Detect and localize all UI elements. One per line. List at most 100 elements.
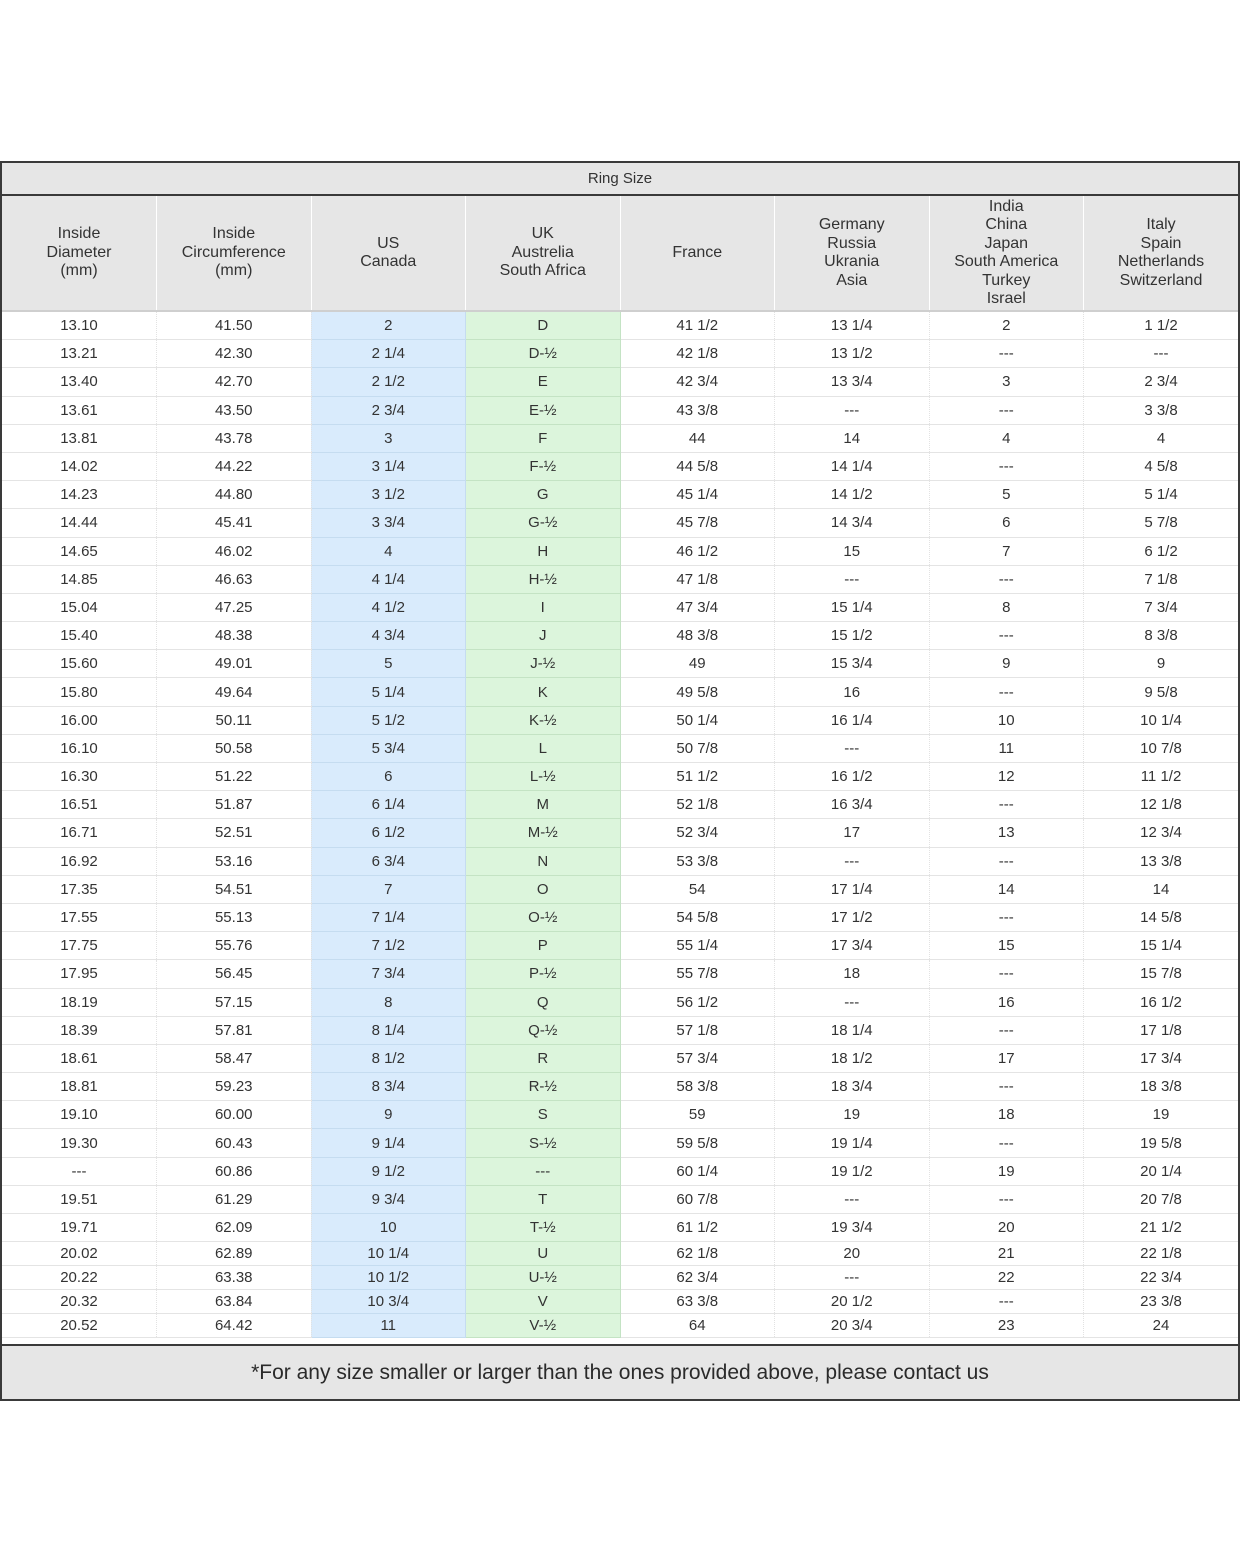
cell-us: 3 (311, 424, 466, 453)
cell-circumference: 55.13 (156, 903, 312, 933)
column-header-line: Germany (818, 216, 885, 233)
cell-us: 5 (311, 649, 466, 679)
cell-india: --- (929, 1128, 1084, 1158)
column-header-line: France (672, 243, 723, 261)
column-header-circumference: Inside Circumference (mm) (156, 196, 312, 312)
cell-us: 4 (311, 537, 466, 566)
column-header-line: South America (954, 253, 1059, 270)
cell-us: 2 1/4 (311, 339, 466, 369)
cell-germany: 16 1/4 (774, 706, 930, 735)
cell-india: 8 (929, 593, 1084, 623)
cell-germany: 19 (774, 1100, 930, 1130)
cell-india: --- (929, 1185, 1084, 1215)
cell-uk: T-½ (465, 1213, 621, 1243)
cell-diameter: 15.04 (2, 593, 157, 623)
cell-circumference: 60.00 (156, 1100, 312, 1130)
cell-india: 11 (929, 734, 1084, 764)
column-header-line: Turkey (982, 271, 1031, 289)
cell-france: 48 3/8 (620, 621, 775, 651)
table-row: 14.65 46.02 4 H 46 1/2 15 7 6 1/2 (2, 537, 1238, 566)
cell-france: 45 7/8 (620, 508, 775, 538)
cell-germany: 13 3/4 (774, 367, 930, 397)
column-header-line: Canada (360, 253, 417, 270)
cell-uk: M (465, 790, 621, 820)
cell-germany: --- (774, 847, 930, 876)
column-header-line: (mm) (60, 262, 98, 280)
cell-france: 64 (620, 1313, 775, 1339)
column-header-line: Inside (57, 225, 101, 243)
cell-france: 52 3/4 (620, 818, 775, 848)
table-row: 18.61 58.47 8 1/2 R 57 3/4 18 1/2 17 17 3/4 (2, 1044, 1238, 1074)
cell-circumference: 62.09 (156, 1213, 312, 1243)
cell-uk: H (465, 537, 621, 566)
cell-us: 4 1/4 (311, 565, 466, 594)
column-header-line: China (985, 216, 1028, 233)
cell-italy: 20 7/8 (1083, 1185, 1238, 1215)
cell-france: 46 1/2 (620, 537, 775, 566)
table-header-row: Inside Diameter (mm) Inside Circumference (mm… (2, 196, 1238, 312)
cell-france: 62 3/4 (620, 1265, 775, 1291)
cell-us: 9 3/4 (311, 1185, 466, 1215)
cell-uk: N (465, 847, 621, 876)
cell-france: 57 1/8 (620, 1016, 775, 1045)
cell-circumference: 63.84 (156, 1289, 312, 1315)
table-row: 13.81 43.78 3 F 44 14 4 4 (2, 424, 1238, 453)
cell-india: --- (929, 452, 1084, 482)
cell-india: 18 (929, 1100, 1084, 1130)
cell-france: 61 1/2 (620, 1213, 775, 1243)
cell-us: 7 1/2 (311, 931, 466, 961)
cell-circumference: 49.64 (156, 677, 312, 707)
table-row: 18.81 59.23 8 3/4 R-½ 58 3/8 18 3/4 --- 18 3/8 (2, 1072, 1238, 1102)
cell-france: 54 (620, 875, 775, 904)
cell-france: 44 (620, 424, 775, 453)
cell-italy: 5 1/4 (1083, 480, 1238, 510)
cell-uk: P (465, 931, 621, 961)
cell-circumference: 57.81 (156, 1016, 312, 1045)
cell-italy: 11 1/2 (1083, 762, 1238, 792)
column-header-line: Inside (212, 225, 256, 243)
cell-uk: R-½ (465, 1072, 621, 1102)
cell-germany: 15 (774, 537, 930, 566)
column-header-line: US (377, 234, 400, 252)
cell-italy: 3 3/8 (1083, 396, 1238, 425)
cell-france: 50 7/8 (620, 734, 775, 764)
cell-circumference: 41.50 (156, 311, 312, 341)
table-row: 13.40 42.70 2 1/2 E 42 3/4 13 3/4 3 2 3/4 (2, 367, 1238, 397)
cell-italy: 7 1/8 (1083, 565, 1238, 594)
cell-uk: R (465, 1044, 621, 1074)
cell-india: 12 (929, 762, 1084, 792)
cell-us: 2 3/4 (311, 396, 466, 425)
cell-france: 55 1/4 (620, 931, 775, 961)
cell-italy: 4 5/8 (1083, 452, 1238, 482)
cell-diameter: 17.75 (2, 931, 157, 961)
cell-india: --- (929, 1289, 1084, 1315)
cell-germany: --- (774, 988, 930, 1017)
cell-germany: 15 3/4 (774, 649, 930, 679)
cell-uk: T (465, 1185, 621, 1215)
column-header-line: Diameter (46, 243, 112, 261)
cell-germany: --- (774, 734, 930, 764)
table-row: 19.10 60.00 9 S 59 19 18 19 (2, 1100, 1238, 1130)
cell-india: 20 (929, 1213, 1084, 1243)
cell-germany: 16 (774, 677, 930, 707)
cell-circumference: 63.38 (156, 1265, 312, 1291)
cell-circumference: 44.22 (156, 452, 312, 482)
cell-circumference: 48.38 (156, 621, 312, 651)
cell-italy: 14 (1083, 875, 1238, 904)
cell-india: 19 (929, 1157, 1084, 1186)
cell-diameter: 20.02 (2, 1241, 157, 1267)
cell-italy: 15 7/8 (1083, 959, 1238, 989)
cell-germany: --- (774, 1265, 930, 1291)
table-row: 19.51 61.29 9 3/4 T 60 7/8 --- --- 20 7/8 (2, 1185, 1238, 1215)
cell-uk: Q (465, 988, 621, 1017)
cell-france: 45 1/4 (620, 480, 775, 510)
cell-uk: O-½ (465, 903, 621, 933)
cell-circumference: 44.80 (156, 480, 312, 510)
cell-diameter: 16.51 (2, 790, 157, 820)
table-row: 16.92 53.16 6 3/4 N 53 3/8 --- --- 13 3/8 (2, 847, 1238, 876)
ring-size-table: Inside Diameter (mm) Inside Circumference (mm… (2, 196, 1238, 1339)
column-header-line: Circumference (181, 243, 286, 261)
cell-uk: E-½ (465, 396, 621, 425)
cell-circumference: 55.76 (156, 931, 312, 961)
cell-italy: 17 3/4 (1083, 1044, 1238, 1074)
